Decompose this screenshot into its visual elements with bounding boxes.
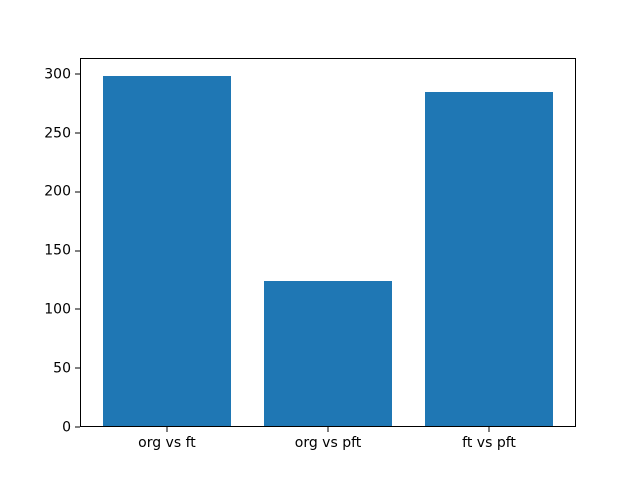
- y-tick-label: 150: [44, 242, 71, 259]
- x-tick-mark: [327, 427, 329, 432]
- y-tick-mark: [75, 132, 80, 134]
- bar: [263, 281, 393, 427]
- x-tick-label: ft vs pft: [462, 435, 516, 451]
- y-tick-label: 50: [53, 360, 71, 376]
- x-tick-mark: [488, 427, 490, 432]
- y-tick-label: 250: [44, 124, 71, 141]
- y-tick-mark: [75, 426, 80, 428]
- x-tick-mark: [166, 427, 168, 432]
- y-tick-mark: [75, 191, 80, 193]
- y-tick-mark: [75, 73, 80, 75]
- x-tick-label: org vs ft: [138, 435, 196, 451]
- y-tick-label: 100: [44, 301, 71, 318]
- y-tick-label: 0: [62, 418, 71, 435]
- y-tick-mark: [75, 250, 80, 252]
- bar: [102, 75, 232, 427]
- y-tick-mark: [75, 367, 80, 369]
- y-tick-mark: [75, 308, 80, 310]
- y-tick-label: 200: [44, 183, 71, 200]
- bar: [424, 92, 554, 427]
- x-tick-label: org vs pft: [294, 435, 362, 451]
- plot-area: 0 50 100 150 200 250 300 org vs ft org vs pft ft …: [44, 58, 576, 450]
- y-tick-label: 300: [44, 66, 71, 83]
